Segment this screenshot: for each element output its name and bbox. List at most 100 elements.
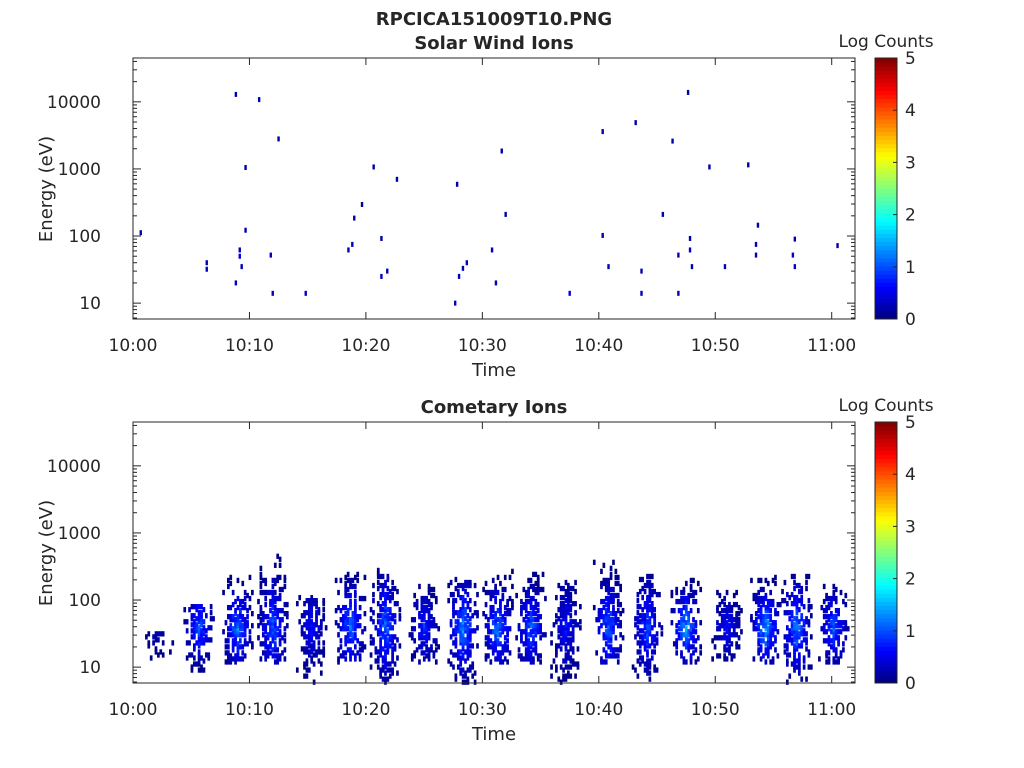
data-cell — [562, 637, 565, 643]
data-cell — [597, 629, 601, 635]
data-cell — [264, 580, 268, 587]
data-cell — [536, 629, 540, 635]
data-cell — [427, 620, 431, 626]
data-cell — [347, 247, 350, 253]
data-cell — [317, 607, 321, 613]
data-cell — [762, 653, 765, 659]
data-cell — [269, 650, 272, 656]
data-cell — [764, 650, 768, 656]
data-cell — [527, 598, 530, 605]
data-cell — [356, 617, 360, 623]
data-cell — [559, 604, 563, 610]
data-cell — [346, 592, 350, 599]
data-cell — [687, 598, 691, 605]
data-cell — [351, 635, 355, 641]
data-cell — [202, 607, 206, 613]
data-cell — [839, 650, 843, 656]
data-cell — [735, 617, 739, 623]
data-cell — [636, 673, 640, 679]
colorbar-segment — [875, 446, 897, 452]
data-cell — [384, 679, 387, 685]
data-cell — [609, 617, 613, 623]
data-cell — [793, 625, 796, 631]
data-cell — [273, 611, 277, 617]
data-cell — [797, 582, 801, 589]
data-cell — [398, 613, 402, 619]
data-cell — [437, 626, 441, 632]
data-cell — [229, 656, 233, 662]
data-cell — [471, 664, 475, 670]
data-cell — [725, 623, 729, 629]
data-cell — [802, 655, 806, 661]
data-cell — [646, 597, 649, 604]
data-cell — [322, 646, 326, 652]
data-cell — [682, 595, 686, 602]
data-cell — [499, 617, 502, 623]
data-cell — [524, 623, 528, 629]
data-cell — [197, 637, 201, 643]
data-cell — [234, 607, 237, 614]
data-cell — [757, 647, 761, 653]
data-cell — [564, 664, 568, 670]
data-cell — [209, 604, 213, 610]
colorbar-segment — [875, 270, 897, 275]
data-cell — [358, 647, 362, 653]
data-cell — [534, 598, 538, 605]
data-cell — [388, 597, 392, 604]
data-cell — [341, 617, 345, 623]
data-cell — [718, 592, 722, 599]
colorbar-segment — [875, 123, 897, 128]
data-cell — [766, 641, 770, 647]
data-cell — [420, 644, 424, 650]
data-cell — [723, 601, 727, 608]
data-cell — [607, 264, 610, 270]
data-cell — [718, 635, 722, 641]
data-cell — [532, 623, 535, 629]
data-cell — [713, 635, 717, 641]
data-cell — [769, 614, 773, 620]
colorbar-segment — [875, 601, 897, 607]
data-cell — [716, 626, 719, 632]
x-tick-label: 10:30 — [458, 700, 507, 720]
data-cell — [511, 568, 514, 575]
data-cell — [503, 604, 507, 611]
data-cell — [564, 637, 568, 643]
data-cell — [449, 591, 453, 598]
data-cell — [524, 656, 528, 662]
data-cell — [468, 634, 472, 640]
data-cell — [524, 598, 528, 605]
data-cell — [774, 620, 777, 626]
data-cell — [391, 594, 395, 601]
data-cell — [227, 644, 230, 650]
data-cell — [455, 181, 459, 187]
data-cell — [500, 148, 503, 154]
data-cell — [464, 679, 467, 685]
data-cell — [374, 649, 378, 655]
data-cell — [520, 635, 523, 641]
data-cell — [842, 620, 845, 626]
data-cell — [641, 576, 645, 583]
data-cell — [529, 583, 533, 590]
data-cell — [489, 659, 493, 665]
data-cell — [532, 607, 535, 614]
data-cell — [369, 664, 373, 670]
data-cell — [449, 622, 453, 628]
data-cell — [827, 650, 831, 656]
data-cell — [229, 580, 233, 587]
data-cell — [319, 625, 323, 631]
data-cell — [524, 601, 528, 608]
data-cell — [381, 619, 385, 625]
data-cell — [671, 138, 674, 144]
data-cell — [536, 589, 540, 596]
data-cell — [501, 595, 505, 602]
data-cell — [797, 588, 801, 595]
data-cell — [152, 640, 155, 646]
data-cell — [456, 622, 460, 628]
data-cell — [569, 664, 573, 670]
data-cell — [204, 628, 208, 634]
data-cell — [689, 626, 693, 632]
data-cell — [200, 667, 203, 673]
data-cell — [278, 586, 282, 593]
data-cell — [653, 643, 657, 649]
data-cell — [229, 659, 233, 665]
